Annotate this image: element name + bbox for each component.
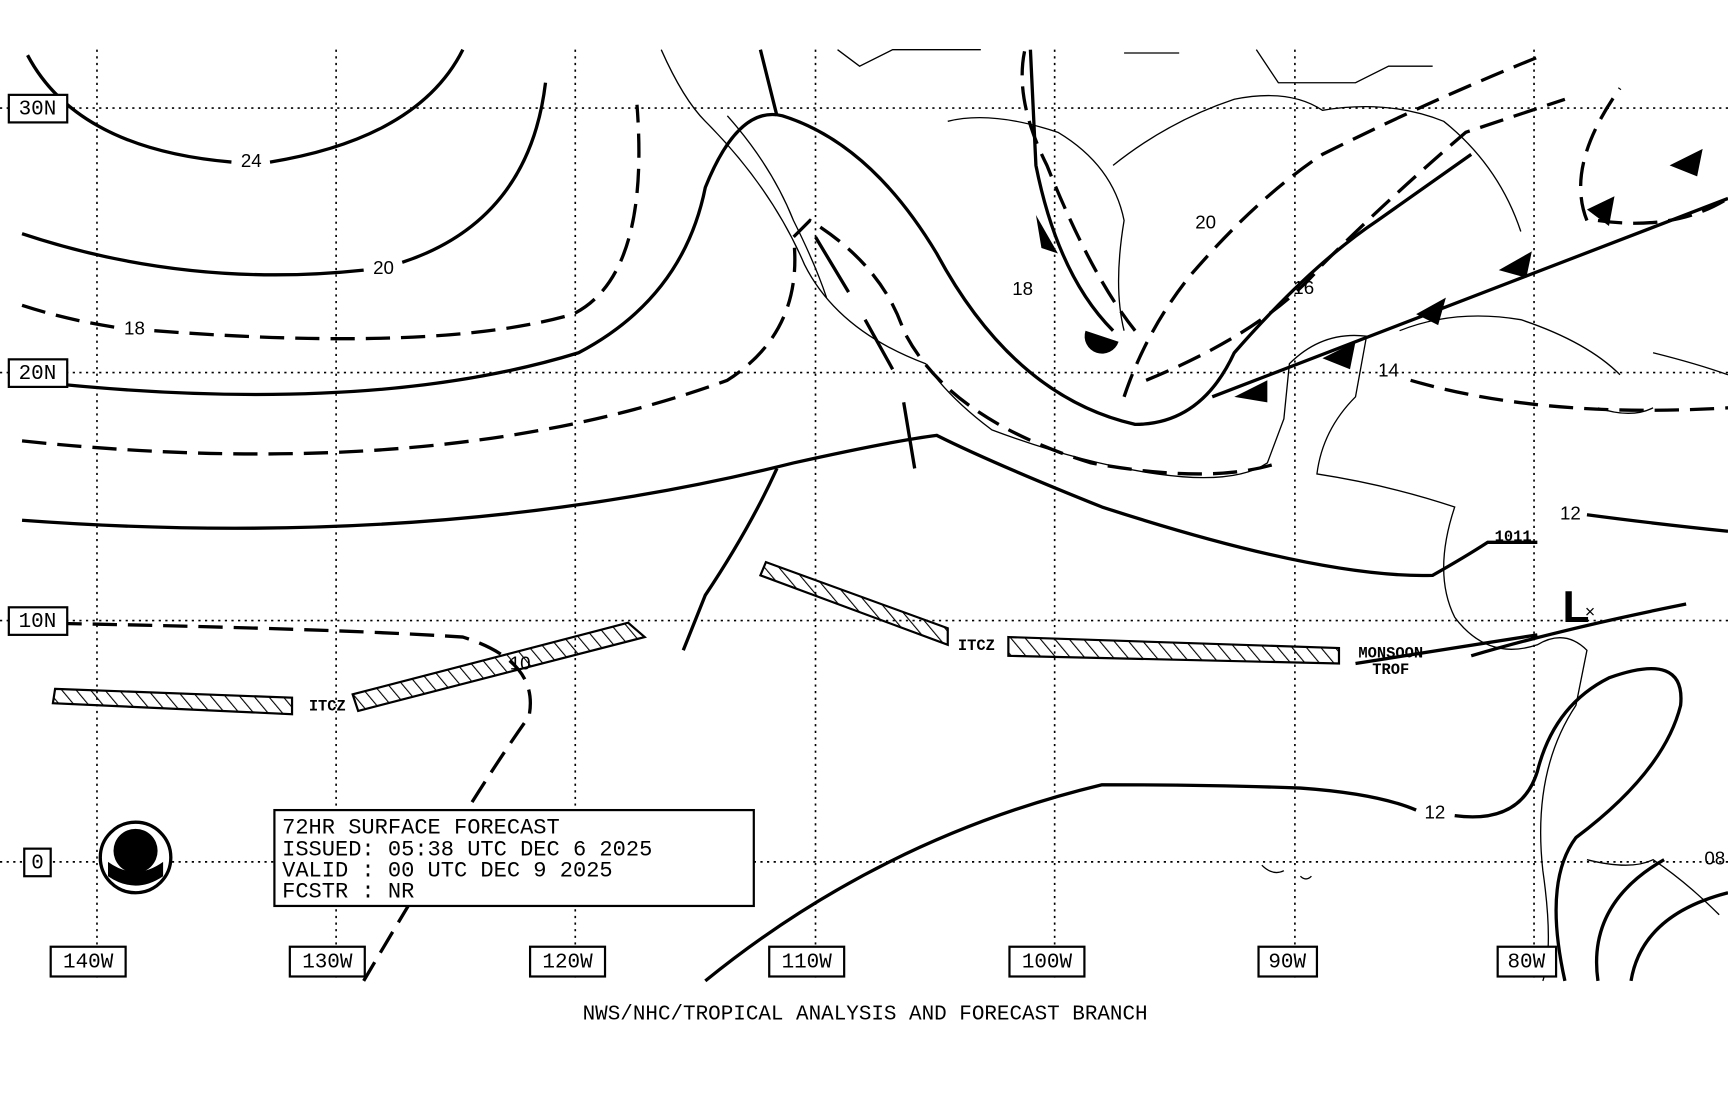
longitude-labels: 140W 130W 120W 110W 100W 90W 80W [49,945,1558,978]
isobar-label: 12 [1560,503,1581,524]
trough-label: TROF [1372,661,1409,679]
lon-label: 80W [1507,952,1545,975]
low-marker: × [1585,603,1596,623]
lon-label: 130W [302,952,353,975]
isobar-label: 08 [1704,848,1725,869]
itcz-label: ITCZ [309,698,346,716]
fronts [1035,148,1703,403]
lon-label: 120W [542,952,593,975]
pressure-label: 1011 [1495,528,1532,546]
isobar-label: 18 [124,318,145,339]
grid [0,49,1728,981]
lon-label: 140W [63,952,114,975]
lon-label: 110W [782,952,833,975]
latitude-labels: 30N 20N 10N 0 [7,93,69,878]
noaa-logo [98,820,173,895]
isobar-label: 20 [373,257,394,278]
isobar-label: 18 [1012,278,1033,299]
coastlines [660,49,1728,982]
lat-label: 20N [19,363,57,386]
info-line: ISSUED: 05:38 UTC DEC 6 2025 [282,838,652,863]
info-line: FCSTR : NR [282,879,414,904]
trough-label: MONSOON [1358,645,1423,663]
info-box: 72HR SURFACE FORECAST ISSUED: 05:38 UTC … [273,808,755,908]
lon-label: 100W [1022,952,1073,975]
isobar-label: 20 [1195,212,1216,233]
lat-label: 30N [19,99,57,122]
itcz [51,560,1341,716]
info-line: VALID : 00 UTC DEC 9 2025 [282,859,613,884]
footer: NWS/NHC/TROPICAL ANALYSIS AND FORECAST B… [583,1003,1148,1026]
lon-label: 90W [1268,952,1306,975]
info-line: 72HR SURFACE FORECAST [282,816,560,841]
feature-labels: ITCZ ITCZ MONSOON TROF L × [309,583,1595,715]
isobar-label: 10 [510,653,531,674]
isobar-label: 12 [1424,801,1445,822]
isobars [21,48,1728,983]
isobar-label: 16 [1293,277,1314,298]
lat-label: 10N [19,611,57,634]
isobar-label: 24 [241,150,262,171]
itcz-label: ITCZ [958,637,995,655]
lat-label: 0 [31,853,44,876]
isobar-labels: 24 20 18 20 18 16 14 12 12 10 08 1011 [124,150,1725,869]
isobar-label: 14 [1378,359,1399,380]
low-center: L [1562,583,1589,632]
